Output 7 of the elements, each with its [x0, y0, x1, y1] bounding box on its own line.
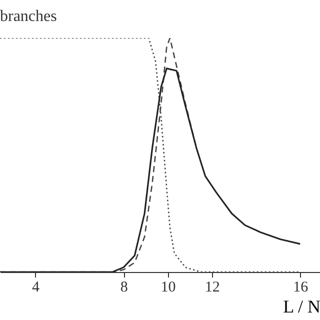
x-tick-label: 12: [204, 280, 220, 296]
x-tick-label: 8: [120, 280, 128, 296]
x-tick-label: 16: [293, 280, 309, 296]
x-axis-title: L / N: [283, 296, 320, 316]
chart-title: branches: [0, 8, 57, 25]
x-tick-label: 10: [160, 280, 176, 296]
x-tick-label: 4: [32, 280, 40, 296]
